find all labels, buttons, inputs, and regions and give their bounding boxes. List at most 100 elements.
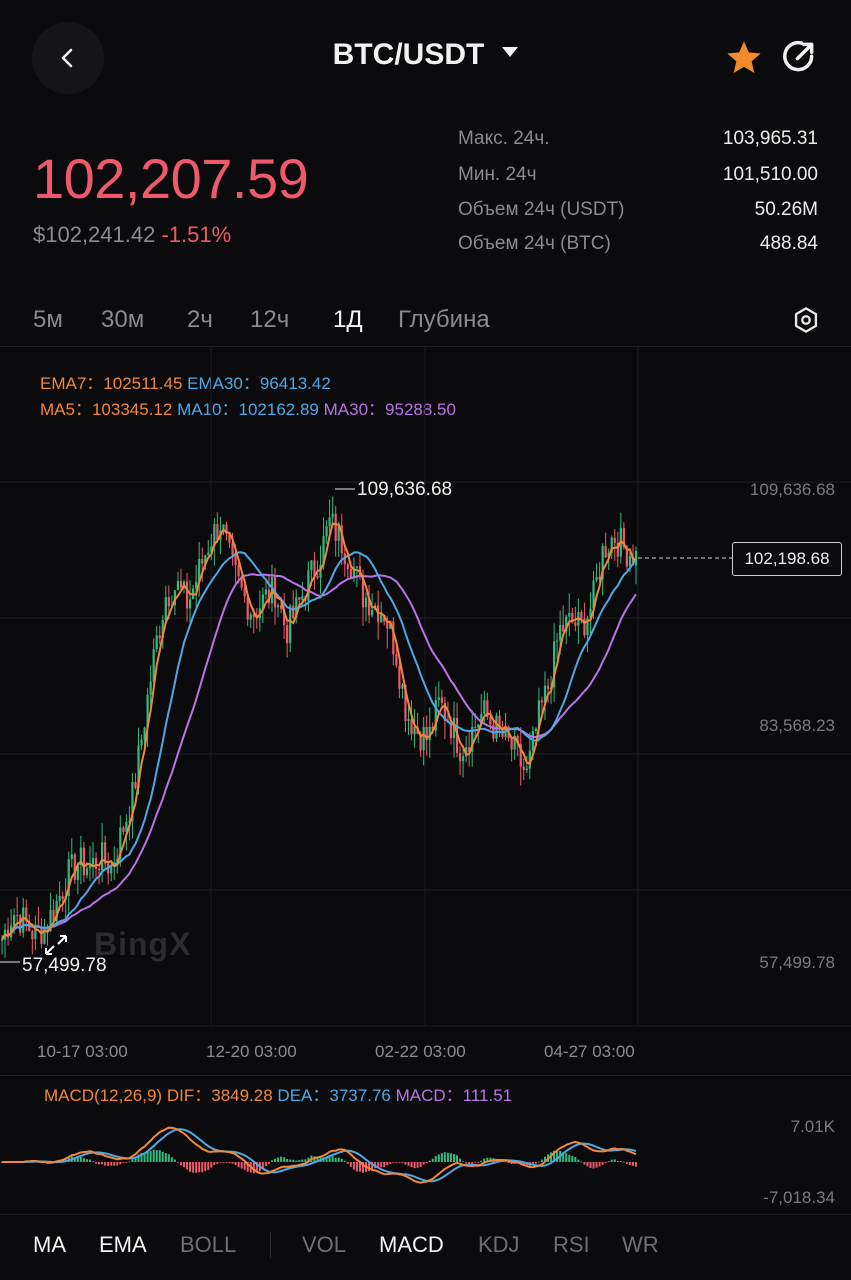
macd-bar <box>583 1162 586 1165</box>
macd-bar <box>446 1152 449 1162</box>
ema7-value: 102511.45 <box>103 374 183 393</box>
pair-selector[interactable]: BTC/USDT <box>0 38 851 72</box>
tab-vol[interactable]: VOL <box>302 1232 347 1257</box>
macd-bar <box>577 1159 580 1162</box>
macd-bar <box>434 1156 437 1162</box>
candle <box>82 847 86 876</box>
stat-value-vol-btc: 488.84 <box>759 233 818 254</box>
candle <box>104 842 107 864</box>
candle <box>276 605 280 608</box>
candle <box>513 735 516 750</box>
candle <box>70 854 73 860</box>
dea-value: 3737.76 <box>329 1086 391 1105</box>
tab-kdj[interactable]: KDJ <box>478 1232 520 1257</box>
macd-bar <box>149 1150 152 1162</box>
tab-rsi[interactable]: RSI <box>553 1232 590 1257</box>
candle <box>568 613 571 617</box>
candle <box>264 589 268 595</box>
macd-bar <box>119 1162 122 1165</box>
macd-bar <box>343 1160 346 1162</box>
ema-legend: EMA7：102511.45 EMA30：96413.42 <box>40 369 331 394</box>
macd-bar <box>610 1159 613 1162</box>
macd-bar <box>589 1162 592 1169</box>
macd-bar <box>222 1162 225 1163</box>
macd-value: 111.51 <box>462 1086 513 1105</box>
ma10-label: MA10： <box>177 400 239 419</box>
macd-bar <box>437 1154 440 1162</box>
candle <box>486 700 489 718</box>
back-button[interactable] <box>32 22 104 94</box>
tab-30m[interactable]: 30м <box>101 306 145 333</box>
macd-bar <box>477 1162 480 1163</box>
candle <box>149 681 152 695</box>
tab-1d[interactable]: 1Д <box>333 306 363 333</box>
candle <box>261 594 264 609</box>
macd-bar <box>601 1162 604 1165</box>
candle <box>210 546 213 553</box>
candlestick-chart[interactable] <box>0 346 851 1076</box>
tab-12h[interactable]: 12ч <box>250 306 290 333</box>
tab-ma[interactable]: MA <box>33 1232 66 1257</box>
stat-label-high: Макс. 24ч. <box>458 128 550 149</box>
candle <box>565 616 568 632</box>
tab-macd[interactable]: MACD <box>379 1232 444 1257</box>
candle <box>228 533 231 543</box>
macd-bar <box>246 1162 249 1172</box>
candle <box>607 552 610 558</box>
candle <box>279 605 283 609</box>
settings-icon[interactable] <box>792 306 820 334</box>
candle <box>43 926 46 944</box>
macd-bar <box>267 1162 270 1164</box>
candle <box>434 700 437 731</box>
tab-5m[interactable]: 5м <box>33 306 63 333</box>
candle <box>125 821 128 832</box>
candle <box>85 868 89 876</box>
macd-bar <box>613 1159 616 1162</box>
macd-bar <box>277 1157 280 1162</box>
macd-bar <box>389 1162 392 1164</box>
macd-bar <box>431 1158 434 1162</box>
tab-ema[interactable]: EMA <box>99 1232 147 1257</box>
ema30-value: 96413.42 <box>259 374 331 393</box>
macd-bar <box>607 1161 610 1162</box>
candle <box>586 618 589 636</box>
macd-bar <box>195 1162 198 1173</box>
macd-bar <box>358 1162 361 1172</box>
candle <box>589 608 592 619</box>
ma-legend: MA5：103345.12 MA10：102162.89 MA30：95288.… <box>40 395 456 420</box>
candle <box>480 713 483 725</box>
share-icon[interactable] <box>780 38 818 76</box>
macd-bar <box>592 1162 595 1169</box>
candle <box>195 581 198 589</box>
candle <box>468 747 471 752</box>
macd-bar <box>76 1156 79 1162</box>
macd-bar <box>231 1162 234 1164</box>
candle <box>534 728 537 731</box>
candle <box>489 717 492 725</box>
macd-bar <box>298 1160 301 1162</box>
tab-boll[interactable]: BOLL <box>180 1232 237 1257</box>
candle <box>237 564 240 577</box>
macd-bar <box>507 1162 510 1164</box>
tab-2h[interactable]: 2ч <box>187 306 213 333</box>
candle <box>204 555 207 564</box>
candle <box>6 929 10 938</box>
macd-bar <box>128 1161 131 1163</box>
candle <box>425 727 428 741</box>
candle <box>61 896 64 900</box>
macd-bar <box>543 1156 546 1162</box>
macd-bar <box>580 1161 583 1163</box>
candle <box>286 625 289 644</box>
star-icon[interactable] <box>724 38 764 78</box>
candle <box>173 590 177 606</box>
ema7-label: EMA7： <box>40 374 104 393</box>
candle <box>146 694 149 728</box>
candle <box>37 924 40 927</box>
candle <box>164 597 167 620</box>
candle <box>410 719 413 735</box>
candle <box>437 697 440 701</box>
macd-bar <box>243 1162 246 1170</box>
stat-value-high: 103,965.31 <box>722 128 818 149</box>
tab-wr[interactable]: WR <box>622 1232 659 1257</box>
tab-depth[interactable]: Глубина <box>398 306 490 333</box>
